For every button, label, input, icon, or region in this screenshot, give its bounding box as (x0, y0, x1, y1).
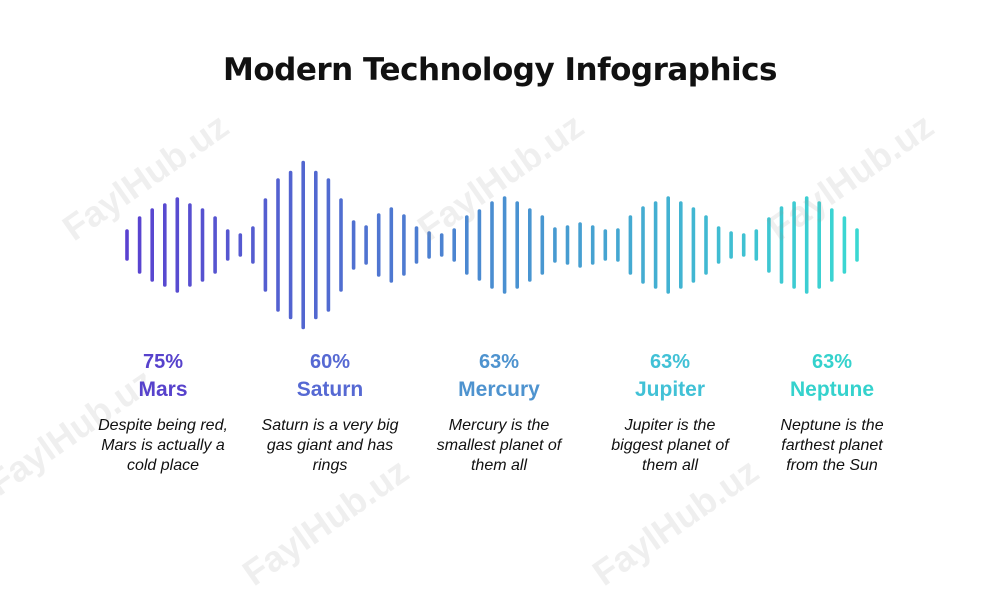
planet-percent: 60% (309, 351, 351, 373)
planet-name: Mercury (458, 378, 540, 401)
planet-name: Mars (138, 378, 188, 401)
planet-neptune: 63% Neptune Neptune is the farthest plane… (752, 348, 912, 476)
planet-jupiter: 63% Jupiter Jupiter is the biggest planet… (590, 348, 750, 476)
planet-description: Despite being red, Mars is actually a cold… (98, 417, 228, 474)
planet-name: Saturn (296, 378, 364, 401)
planet-percent: 75% (142, 351, 184, 373)
planet-name: Neptune (790, 378, 874, 401)
soundwave-graphic (125, 160, 859, 330)
page-title: Modern Technology Infographics (223, 52, 778, 88)
slide: Modern Technology Infographics FaylHub.u… (0, 52, 941, 594)
planet-saturn: 60% Saturn Saturn is a very big gas giant… (250, 348, 410, 476)
planet-name: Jupiter (634, 378, 705, 401)
planet-mars: 75% Mars Despite being red, Mars is actua… (83, 348, 243, 476)
planet-description: Mercury is the smallest planet of them all (436, 417, 562, 474)
planet-percent: 63% (811, 351, 853, 373)
planet-description: Saturn is a very big gas giant and has rin… (261, 417, 399, 474)
planet-description: Jupiter is the biggest planet of them all (611, 417, 729, 474)
planet-mercury: 63% Mercury Mercury is the smallest plane… (419, 348, 579, 476)
planet-description: Neptune is the farthest planet from the Su… (780, 417, 884, 474)
planet-percent: 63% (478, 351, 520, 373)
planet-percent: 63% (649, 351, 691, 373)
